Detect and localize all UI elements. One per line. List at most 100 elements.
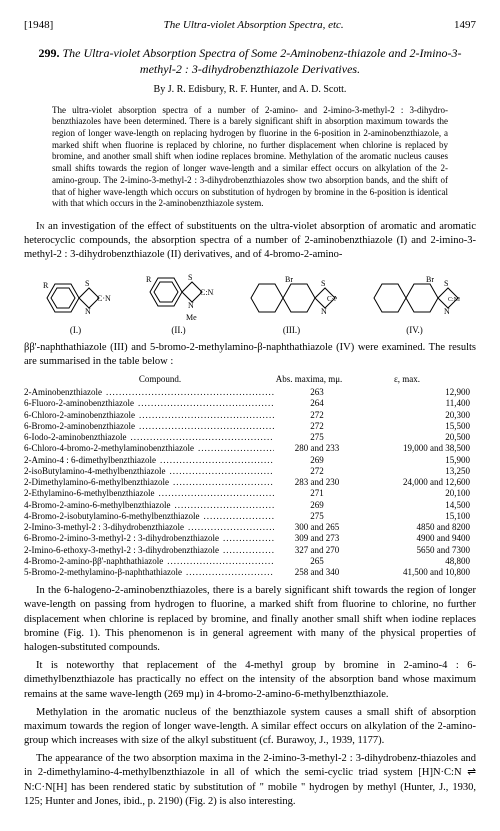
article-title-text: The Ultra-violet Absorption Spectra of S… — [62, 46, 461, 76]
svg-text:N: N — [444, 307, 450, 316]
table-header-row: Compound. Abs. maxima, mμ. ε, max. — [24, 373, 476, 387]
svg-text:C:NHMe: C:NHMe — [448, 297, 460, 303]
abs-max-value: 272 — [274, 410, 360, 421]
compound-name: 4-Bromo-2-amino-6-methylbenzthiazole — [24, 500, 274, 511]
paragraph-halogen-shift: In the 6-halogeno-2-aminobenzthiazoles, … — [24, 584, 476, 655]
svg-text:C·NH₂: C·NH₂ — [327, 295, 337, 303]
table-row: 2-Imino-3-methyl-2 : 3-dihydrobenzthiazo… — [24, 522, 476, 533]
svg-text:N: N — [321, 307, 327, 316]
dihydrobenzthiazole-icon: R S N C:NH Me — [144, 268, 214, 322]
eps-max-value: 5650 and 7300 — [360, 545, 476, 556]
svg-text:N: N — [188, 301, 194, 310]
table-row: 6-Fluoro-2-aminobenzthiazole 26411,400 — [24, 398, 476, 409]
header-title: The Ultra-violet Absorption Spectra, etc… — [164, 18, 344, 33]
structure-4: Br S N C:NHMe (IV.) — [370, 274, 460, 336]
structure-1: R S N C·NH₂ (I.) — [41, 274, 111, 336]
chemical-structures-row: R S N C·NH₂ (I.) R S N C:NH Me (II.) — [24, 268, 476, 336]
table-body: 2-Aminobenzthiazole 26312,9006-Fluoro-2-… — [24, 387, 476, 578]
abs-max-value: 263 — [274, 387, 360, 398]
structure-3: Br S N C·NH₂ (III.) — [247, 274, 337, 336]
eps-max-value: 4850 and 8200 — [360, 522, 476, 533]
article-number: 299. — [38, 46, 59, 60]
eps-max-value: 15,900 — [360, 455, 476, 466]
eps-max-value: 19,000 and 38,500 — [360, 443, 476, 454]
eps-max-value: 11,400 — [360, 398, 476, 409]
eps-max-value: 15,100 — [360, 511, 476, 522]
paragraph-two-maxima: The appearance of the two absorption max… — [24, 752, 476, 809]
svg-text:R: R — [43, 281, 49, 290]
compound-name: 2-Amino-4 : 6-dimethylbenzthiazole — [24, 455, 274, 466]
table-row: 6-Bromo-2-imino-3-methyl-2 : 3-dihydrobe… — [24, 533, 476, 544]
structure-3-label: (III.) — [247, 324, 337, 336]
eps-max-value: 41,500 and 10,800 — [360, 567, 476, 578]
structure-2: R S N C:NH Me (II.) — [144, 268, 214, 336]
svg-text:Br: Br — [426, 275, 434, 284]
svg-text:R: R — [146, 275, 152, 284]
structure-4-label: (IV.) — [370, 324, 460, 336]
eps-max-value: 20,500 — [360, 432, 476, 443]
article-title: 299. The Ultra-violet Absorption Spectra… — [24, 45, 476, 77]
compound-name: 2-Ethylamino-6-methylbenzthiazole — [24, 488, 274, 499]
compound-name: 2-isoButylamino-4-methylbenzthiazole — [24, 466, 274, 477]
table-row: 2-Amino-4 : 6-dimethylbenzthiazole 26915… — [24, 455, 476, 466]
abs-max-value: 300 and 265 — [274, 522, 360, 533]
svg-text:S: S — [444, 279, 448, 288]
table-row: 5-Bromo-2-methylamino-β-naphthathiazole … — [24, 567, 476, 578]
compound-name: 6-Fluoro-2-aminobenzthiazole — [24, 398, 274, 409]
eps-max-value: 12,900 — [360, 387, 476, 398]
table-row: 2-Imino-6-ethoxy-3-methyl-2 : 3-dihydrob… — [24, 545, 476, 556]
table-header-abs: Abs. maxima, mμ. — [266, 373, 352, 385]
abs-max-value: 275 — [274, 511, 360, 522]
abs-max-value: 309 and 273 — [274, 533, 360, 544]
compound-name: 4-Bromo-2-isobutylamino-6-methylbenzthia… — [24, 511, 274, 522]
svg-text:Me: Me — [186, 313, 197, 322]
abstract: The ultra-violet absorption spectra of a… — [52, 105, 448, 210]
abs-max-value: 272 — [274, 421, 360, 432]
abs-max-value: 264 — [274, 398, 360, 409]
eps-max-value: 4900 and 9400 — [360, 533, 476, 544]
table-row: 4-Bromo-2-amino-6-methylbenzthiazole 269… — [24, 500, 476, 511]
table-header-eps: ε, max. — [352, 373, 468, 385]
table-row: 6-Chloro-2-aminobenzthiazole 27220,300 — [24, 410, 476, 421]
abs-max-value: 272 — [274, 466, 360, 477]
header-year: [1948] — [24, 18, 53, 33]
structure-1-label: (I.) — [41, 324, 111, 336]
eps-max-value: 20,300 — [360, 410, 476, 421]
naphthathiazole-icon: Br S N C·NH₂ — [247, 274, 337, 322]
running-header: [1948] The Ultra-violet Absorption Spect… — [24, 18, 476, 33]
para-lead: In — [36, 221, 45, 232]
compound-name: 4-Bromo-2-amino-ββ'-naphthathiazole — [24, 556, 274, 567]
naphthathiazole-methyl-icon: Br S N C:NHMe — [370, 274, 460, 322]
paragraph-structures-caption: ββ'-naphthathiazole (III) and 5-bromo-2-… — [24, 341, 476, 369]
table-row: 2-isoButylamino-4-methylbenzthiazole 272… — [24, 466, 476, 477]
para1-text: an investigation of the effect of substi… — [24, 221, 476, 260]
table-row: 4-Bromo-2-isobutylamino-6-methylbenzthia… — [24, 511, 476, 522]
eps-max-value: 13,250 — [360, 466, 476, 477]
paragraph-intro: In an investigation of the effect of sub… — [24, 220, 476, 263]
eps-max-value: 24,000 and 12,600 — [360, 477, 476, 488]
svg-text:N: N — [85, 307, 91, 316]
compound-name: 2-Aminobenzthiazole — [24, 387, 274, 398]
abs-max-value: 327 and 270 — [274, 545, 360, 556]
svg-text:S: S — [85, 279, 89, 288]
eps-max-value: 15,500 — [360, 421, 476, 432]
table-row: 2-Dimethylamino-6-methylbenzthiazole 283… — [24, 477, 476, 488]
svg-text:C·NH₂: C·NH₂ — [97, 294, 111, 303]
compound-name: 6-Bromo-2-imino-3-methyl-2 : 3-dihydrobe… — [24, 533, 274, 544]
eps-max-value: 14,500 — [360, 500, 476, 511]
page-number: 1497 — [454, 18, 476, 33]
svg-text:C:NH: C:NH — [200, 288, 214, 297]
eps-max-value: 48,800 — [360, 556, 476, 567]
table-row: 6-Bromo-2-aminobenzthiazole 27215,500 — [24, 421, 476, 432]
byline: By J. R. Edisbury, R. F. Hunter, and A. … — [24, 83, 476, 97]
compound-name: 6-Chloro-2-aminobenzthiazole — [24, 410, 274, 421]
svg-text:Br: Br — [285, 275, 293, 284]
svg-text:S: S — [188, 273, 192, 282]
table-row: 6-Iodo-2-aminobenzthiazole 27520,500 — [24, 432, 476, 443]
abs-max-value: 269 — [274, 500, 360, 511]
compound-name: 6-Chloro-4-bromo-2-methylaminobenzthiazo… — [24, 443, 274, 454]
svg-text:S: S — [321, 279, 325, 288]
eps-max-value: 20,100 — [360, 488, 476, 499]
compound-name: 2-Imino-3-methyl-2 : 3-dihydrobenzthiazo… — [24, 522, 274, 533]
abs-max-value: 269 — [274, 455, 360, 466]
